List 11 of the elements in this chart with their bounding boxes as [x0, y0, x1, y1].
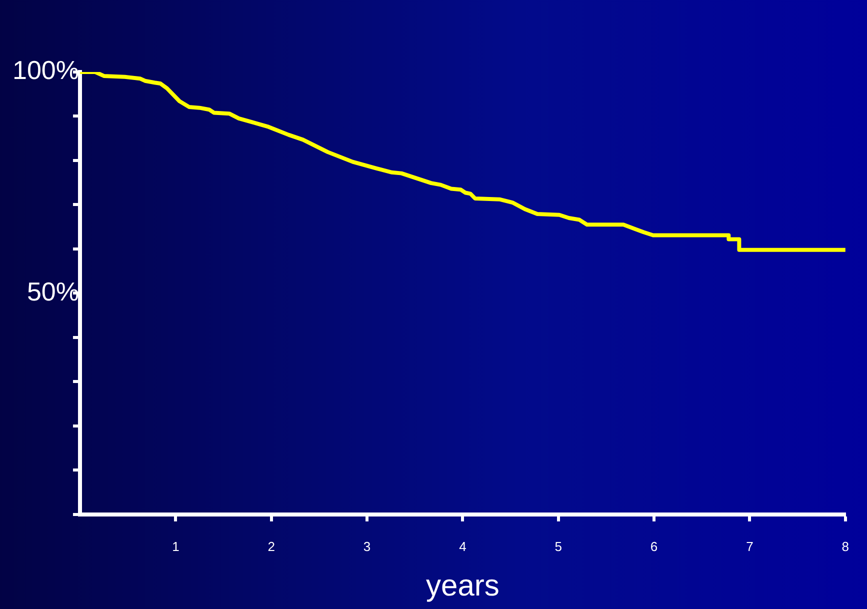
x-axis-title: years	[426, 569, 500, 602]
x-tick-label: 4	[459, 538, 466, 554]
x-tick-label: 1	[172, 538, 180, 554]
y-tick-label: 50%	[26, 276, 79, 306]
x-tick-label: 7	[746, 538, 754, 554]
y-tick-label: 100%	[12, 55, 79, 86]
x-tick-label: 2	[268, 538, 275, 554]
x-tick-label: 3	[363, 538, 371, 554]
x-tick-label: 8	[842, 538, 849, 554]
x-tick-label: 5	[554, 538, 562, 554]
x-tick-label: 6	[650, 538, 658, 554]
